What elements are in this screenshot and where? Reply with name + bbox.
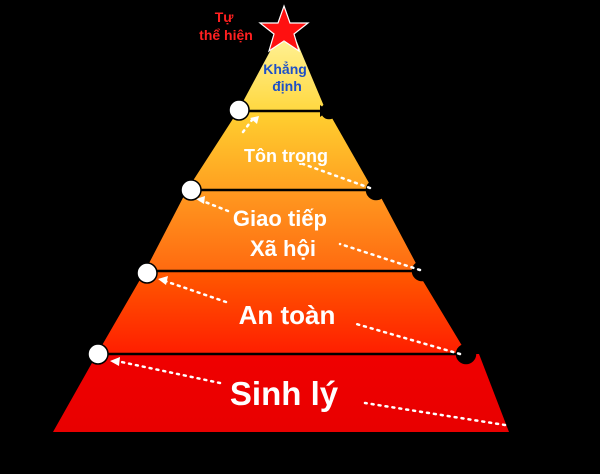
level-confirmation-band bbox=[238, 42, 326, 111]
level-safety-label: An toàn bbox=[239, 300, 336, 330]
level-esteem-band bbox=[187, 111, 373, 190]
star-icon bbox=[258, 4, 310, 53]
start-circle-3 bbox=[180, 179, 202, 201]
level-esteem-label: Tôn trọng bbox=[244, 146, 328, 166]
dotted-arrows bbox=[110, 118, 507, 427]
start-circle-1 bbox=[87, 343, 109, 365]
self-actualization-label: Tự thể hiện bbox=[199, 9, 253, 43]
start-circles bbox=[87, 99, 250, 365]
dotted-arrowheads bbox=[110, 116, 259, 366]
level-confirmation-label: Khẳng định bbox=[263, 60, 310, 94]
level-safety-band bbox=[97, 271, 467, 354]
level-social-label: Giao tiếp Xã hội bbox=[233, 206, 333, 261]
boundary-arrows bbox=[97, 102, 477, 365]
start-circle-2 bbox=[136, 262, 158, 284]
level-physiological-band bbox=[53, 354, 509, 432]
level-physiological-label: Sinh lý bbox=[230, 375, 339, 412]
start-circle-4 bbox=[228, 99, 250, 121]
level-social-band bbox=[145, 190, 420, 271]
